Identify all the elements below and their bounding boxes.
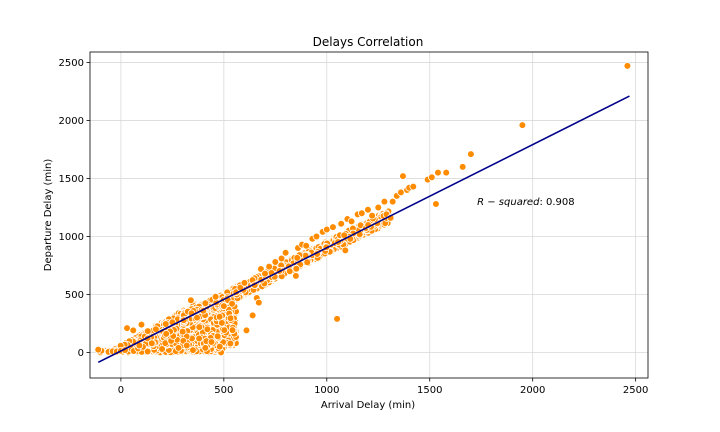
data-point [220,326,229,334]
data-point [195,323,204,331]
data-point [158,345,166,353]
data-point [271,258,280,266]
data-point [292,272,300,280]
data-point [242,326,251,335]
data-point [364,205,372,214]
data-point [337,219,346,228]
data-point [203,325,212,334]
data-point [293,254,302,262]
plot-frame [89,51,649,379]
data-point [333,315,341,323]
data-point [357,209,366,218]
data-point [434,168,442,177]
data-point [193,313,201,322]
chart-title: Delays Correlation [313,35,424,49]
data-point [129,326,138,335]
data-point [220,302,228,310]
data-point [161,320,170,328]
r-squared-annotation: R − squared: 0.908 [477,197,575,208]
data-point [174,344,183,352]
tick-labels: 0 500 1000 1500 2000 2500 0 500 1000 1500 2000 2500 [59,58,649,396]
data-point [248,311,257,320]
data-point [623,62,632,70]
data-point [292,264,301,273]
data-point [374,203,383,212]
data-point [215,342,224,351]
regression-line [97,95,630,364]
data-point [195,334,203,343]
data-point [442,168,451,177]
data-point [226,339,235,348]
data-point [312,232,321,241]
data-point [303,258,312,267]
data-point [213,332,222,341]
data-point [147,339,156,348]
data-point [322,225,331,234]
data-point [182,341,191,350]
y-tick-label: 1000 [59,232,84,243]
data-point [302,241,311,250]
data-point [207,338,216,346]
y-tick-label: 500 [65,290,84,301]
data-point [261,269,269,278]
data-point [265,262,273,271]
data-point [143,327,152,335]
data-point [458,163,467,171]
data-point [162,330,170,338]
axes [89,51,649,379]
data-point [226,314,235,323]
y-axis-label: Departure Delay (min) [43,159,54,272]
data-point [368,211,376,220]
data-point [143,347,152,356]
data-point [94,345,103,354]
x-tick-label: 2000 [520,385,545,396]
data-point [178,327,187,336]
data-point [201,299,210,308]
x-tick-label: 2500 [623,385,648,396]
x-tick-label: 500 [214,385,233,396]
data-point [189,346,197,354]
data-point [399,172,407,180]
x-tick-label: 1500 [417,385,442,396]
data-point [467,150,475,158]
data-point [240,279,249,287]
data-point [277,254,286,263]
grid [90,52,648,378]
data-point [380,197,389,206]
x-axis-label: Arrival Delay (min) [321,400,415,411]
data-point [123,324,131,332]
data-point [187,296,195,305]
data-point [137,320,146,329]
data-point [257,265,265,273]
data-point [409,182,418,191]
x-tick-label: 0 [118,385,124,396]
fit-line [97,95,630,364]
data-point [281,248,290,257]
y-tick-label: 2500 [59,58,84,69]
data-point [211,292,220,301]
data-point [427,173,436,182]
y-tick-label: 2000 [59,116,84,127]
data-point [228,299,236,308]
data-point [329,223,337,231]
x-tick-label: 1000 [314,385,339,396]
y-tick-label: 0 [78,348,84,359]
data-point [341,246,350,255]
data-point [347,217,356,226]
data-point [432,200,440,208]
data-point [285,267,294,276]
data-point [518,121,527,129]
data-point [201,344,210,352]
data-point [255,298,263,307]
data-point [388,197,397,206]
y-tick-label: 1500 [59,174,84,185]
data-point [228,326,237,334]
data-point [215,312,224,321]
